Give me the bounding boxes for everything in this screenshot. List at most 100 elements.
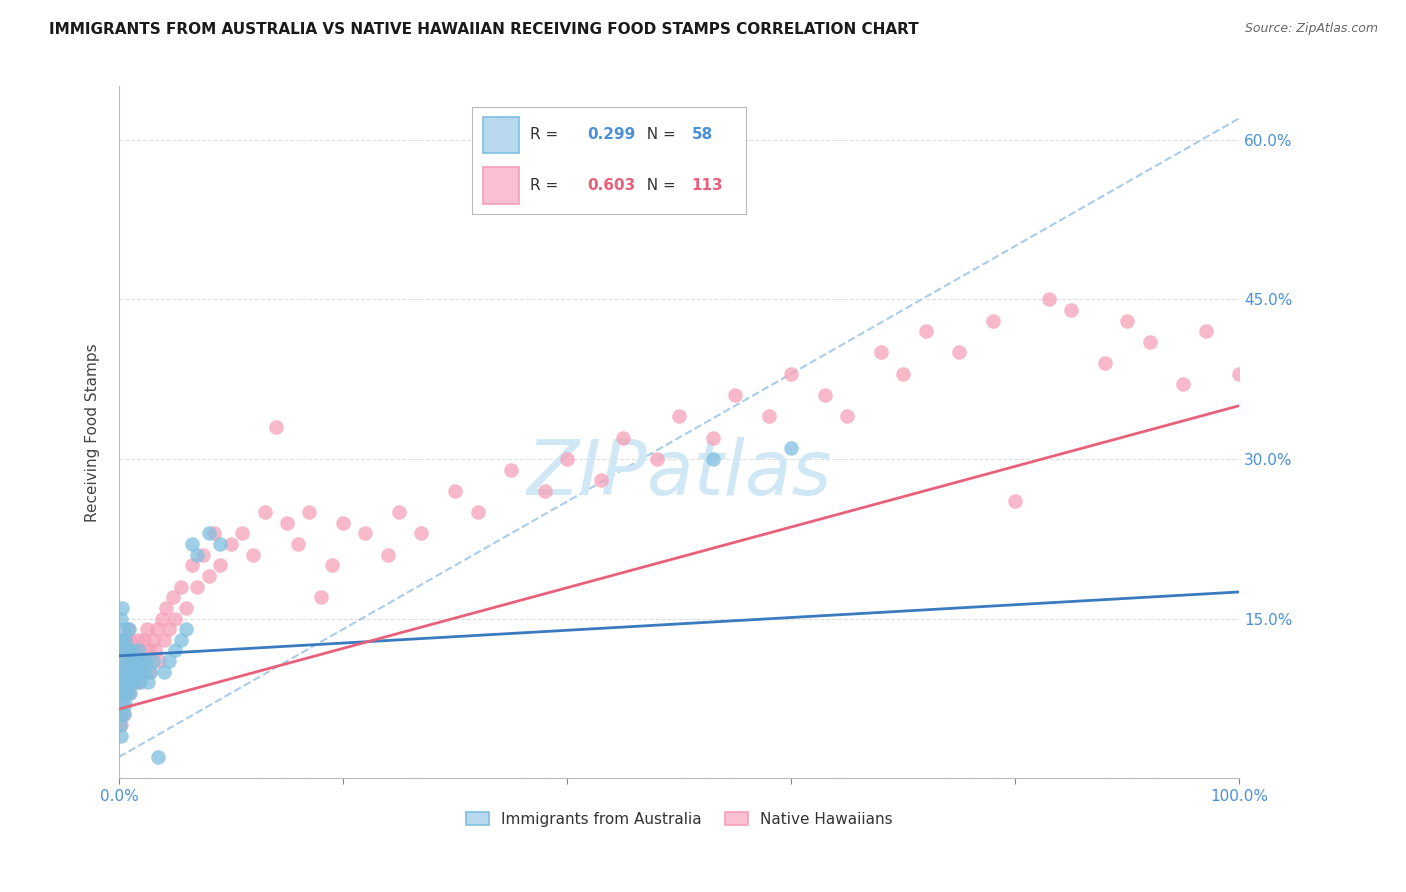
Point: [114, 654, 136, 668]
Point: [120, 632, 142, 647]
Point: [298, 505, 321, 519]
Point: [162, 591, 184, 605]
Point: [110, 611, 132, 625]
Point: [120, 675, 142, 690]
Point: [377, 548, 399, 562]
Point: [242, 548, 264, 562]
Point: [110, 729, 132, 743]
Point: [139, 665, 162, 679]
Point: [108, 665, 131, 679]
Point: [131, 654, 153, 668]
Point: [111, 643, 134, 657]
Point: [1116, 313, 1139, 327]
Point: [1227, 367, 1250, 381]
Point: [129, 675, 152, 690]
Point: [112, 665, 135, 679]
Point: [139, 665, 162, 679]
Point: [1340, 367, 1362, 381]
Point: [115, 665, 138, 679]
Point: [108, 707, 131, 722]
Point: [287, 537, 309, 551]
Point: [111, 697, 134, 711]
Point: [388, 505, 411, 519]
Point: [208, 537, 231, 551]
Point: [309, 591, 332, 605]
Point: [118, 665, 141, 679]
Point: [702, 451, 724, 466]
Point: [115, 654, 138, 668]
Point: [120, 675, 142, 690]
Point: [1194, 324, 1216, 338]
Point: [112, 632, 135, 647]
Point: [501, 462, 523, 476]
Point: [143, 643, 166, 657]
Point: [165, 643, 187, 657]
Point: [208, 558, 231, 573]
Point: [125, 665, 148, 679]
Point: [1060, 302, 1083, 317]
Point: [148, 750, 170, 764]
Point: [127, 632, 149, 647]
Point: [869, 345, 891, 359]
Point: [159, 622, 181, 636]
Point: [186, 548, 208, 562]
Point: [122, 675, 145, 690]
Point: [128, 675, 150, 690]
Point: [114, 697, 136, 711]
Point: [136, 675, 159, 690]
Point: [219, 537, 242, 551]
Point: [837, 409, 859, 424]
Point: [125, 654, 148, 668]
Point: [129, 643, 152, 657]
Point: [981, 313, 1004, 327]
Text: IMMIGRANTS FROM AUSTRALIA VS NATIVE HAWAIIAN RECEIVING FOOD STAMPS CORRELATION C: IMMIGRANTS FROM AUSTRALIA VS NATIVE HAWA…: [49, 22, 920, 37]
Point: [110, 707, 132, 722]
Point: [1362, 334, 1385, 349]
Point: [124, 675, 146, 690]
Point: [1139, 334, 1161, 349]
Point: [117, 643, 139, 657]
Point: [150, 611, 173, 625]
Point: [780, 367, 803, 381]
Point: [780, 442, 803, 456]
Point: [1038, 292, 1060, 306]
Point: [135, 654, 157, 668]
Point: [115, 686, 138, 700]
Point: [118, 622, 141, 636]
Point: [169, 580, 191, 594]
Point: [758, 409, 780, 424]
Text: Source: ZipAtlas.com: Source: ZipAtlas.com: [1244, 22, 1378, 36]
Point: [118, 686, 141, 700]
Point: [589, 473, 612, 487]
Point: [891, 367, 914, 381]
Legend: Immigrants from Australia, Native Hawaiians: Immigrants from Australia, Native Hawaii…: [460, 805, 898, 833]
Point: [165, 611, 187, 625]
Point: [142, 654, 165, 668]
Point: [724, 388, 747, 402]
Point: [132, 665, 155, 679]
Point: [174, 622, 197, 636]
Point: [120, 654, 142, 668]
Point: [111, 601, 134, 615]
Point: [117, 622, 139, 636]
Point: [127, 643, 149, 657]
Point: [1272, 324, 1295, 338]
Point: [111, 675, 134, 690]
Point: [135, 654, 157, 668]
Point: [120, 665, 142, 679]
Point: [148, 654, 170, 668]
Point: [125, 665, 148, 679]
Point: [120, 686, 142, 700]
Point: [180, 537, 202, 551]
Point: [1385, 313, 1406, 327]
Point: [114, 665, 136, 679]
Point: [467, 505, 489, 519]
Point: [114, 632, 136, 647]
Point: [197, 569, 219, 583]
Point: [114, 632, 136, 647]
Point: [186, 580, 208, 594]
Point: [202, 526, 225, 541]
Point: [131, 665, 153, 679]
Point: [114, 675, 136, 690]
Point: [948, 345, 970, 359]
